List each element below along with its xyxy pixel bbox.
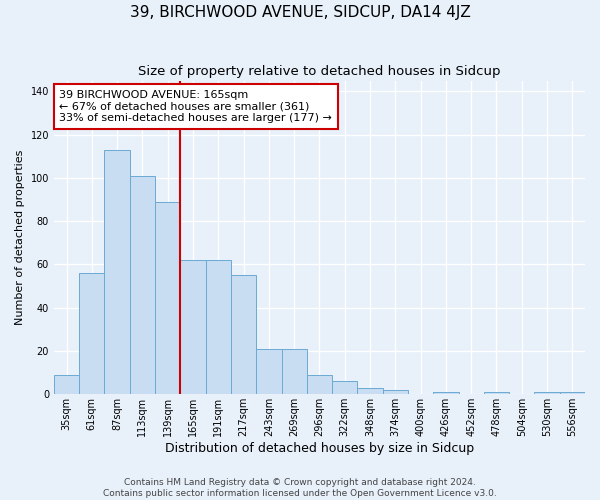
Bar xyxy=(281,349,307,395)
Bar xyxy=(155,202,181,394)
Bar xyxy=(307,375,332,394)
Text: 39, BIRCHWOOD AVENUE, SIDCUP, DA14 4JZ: 39, BIRCHWOOD AVENUE, SIDCUP, DA14 4JZ xyxy=(130,5,470,20)
Bar xyxy=(54,375,79,394)
Y-axis label: Number of detached properties: Number of detached properties xyxy=(15,150,25,325)
X-axis label: Distribution of detached houses by size in Sidcup: Distribution of detached houses by size … xyxy=(165,442,474,455)
Bar xyxy=(484,392,509,394)
Bar xyxy=(433,392,458,394)
Bar xyxy=(256,349,281,395)
Bar xyxy=(358,388,383,394)
Bar xyxy=(130,176,155,394)
Bar xyxy=(332,382,358,394)
Bar xyxy=(206,260,231,394)
Title: Size of property relative to detached houses in Sidcup: Size of property relative to detached ho… xyxy=(138,65,501,78)
Bar xyxy=(181,260,206,394)
Bar xyxy=(383,390,408,394)
Bar xyxy=(104,150,130,394)
Bar xyxy=(560,392,585,394)
Bar xyxy=(231,276,256,394)
Text: Contains HM Land Registry data © Crown copyright and database right 2024.
Contai: Contains HM Land Registry data © Crown c… xyxy=(103,478,497,498)
Bar xyxy=(535,392,560,394)
Text: 39 BIRCHWOOD AVENUE: 165sqm
← 67% of detached houses are smaller (361)
33% of se: 39 BIRCHWOOD AVENUE: 165sqm ← 67% of det… xyxy=(59,90,332,123)
Bar xyxy=(79,273,104,394)
